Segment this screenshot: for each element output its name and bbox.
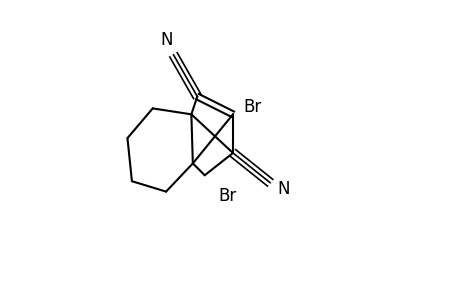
Text: N: N: [277, 180, 289, 198]
Text: Br: Br: [243, 98, 261, 116]
Text: N: N: [160, 31, 172, 49]
Text: Br: Br: [218, 187, 235, 205]
